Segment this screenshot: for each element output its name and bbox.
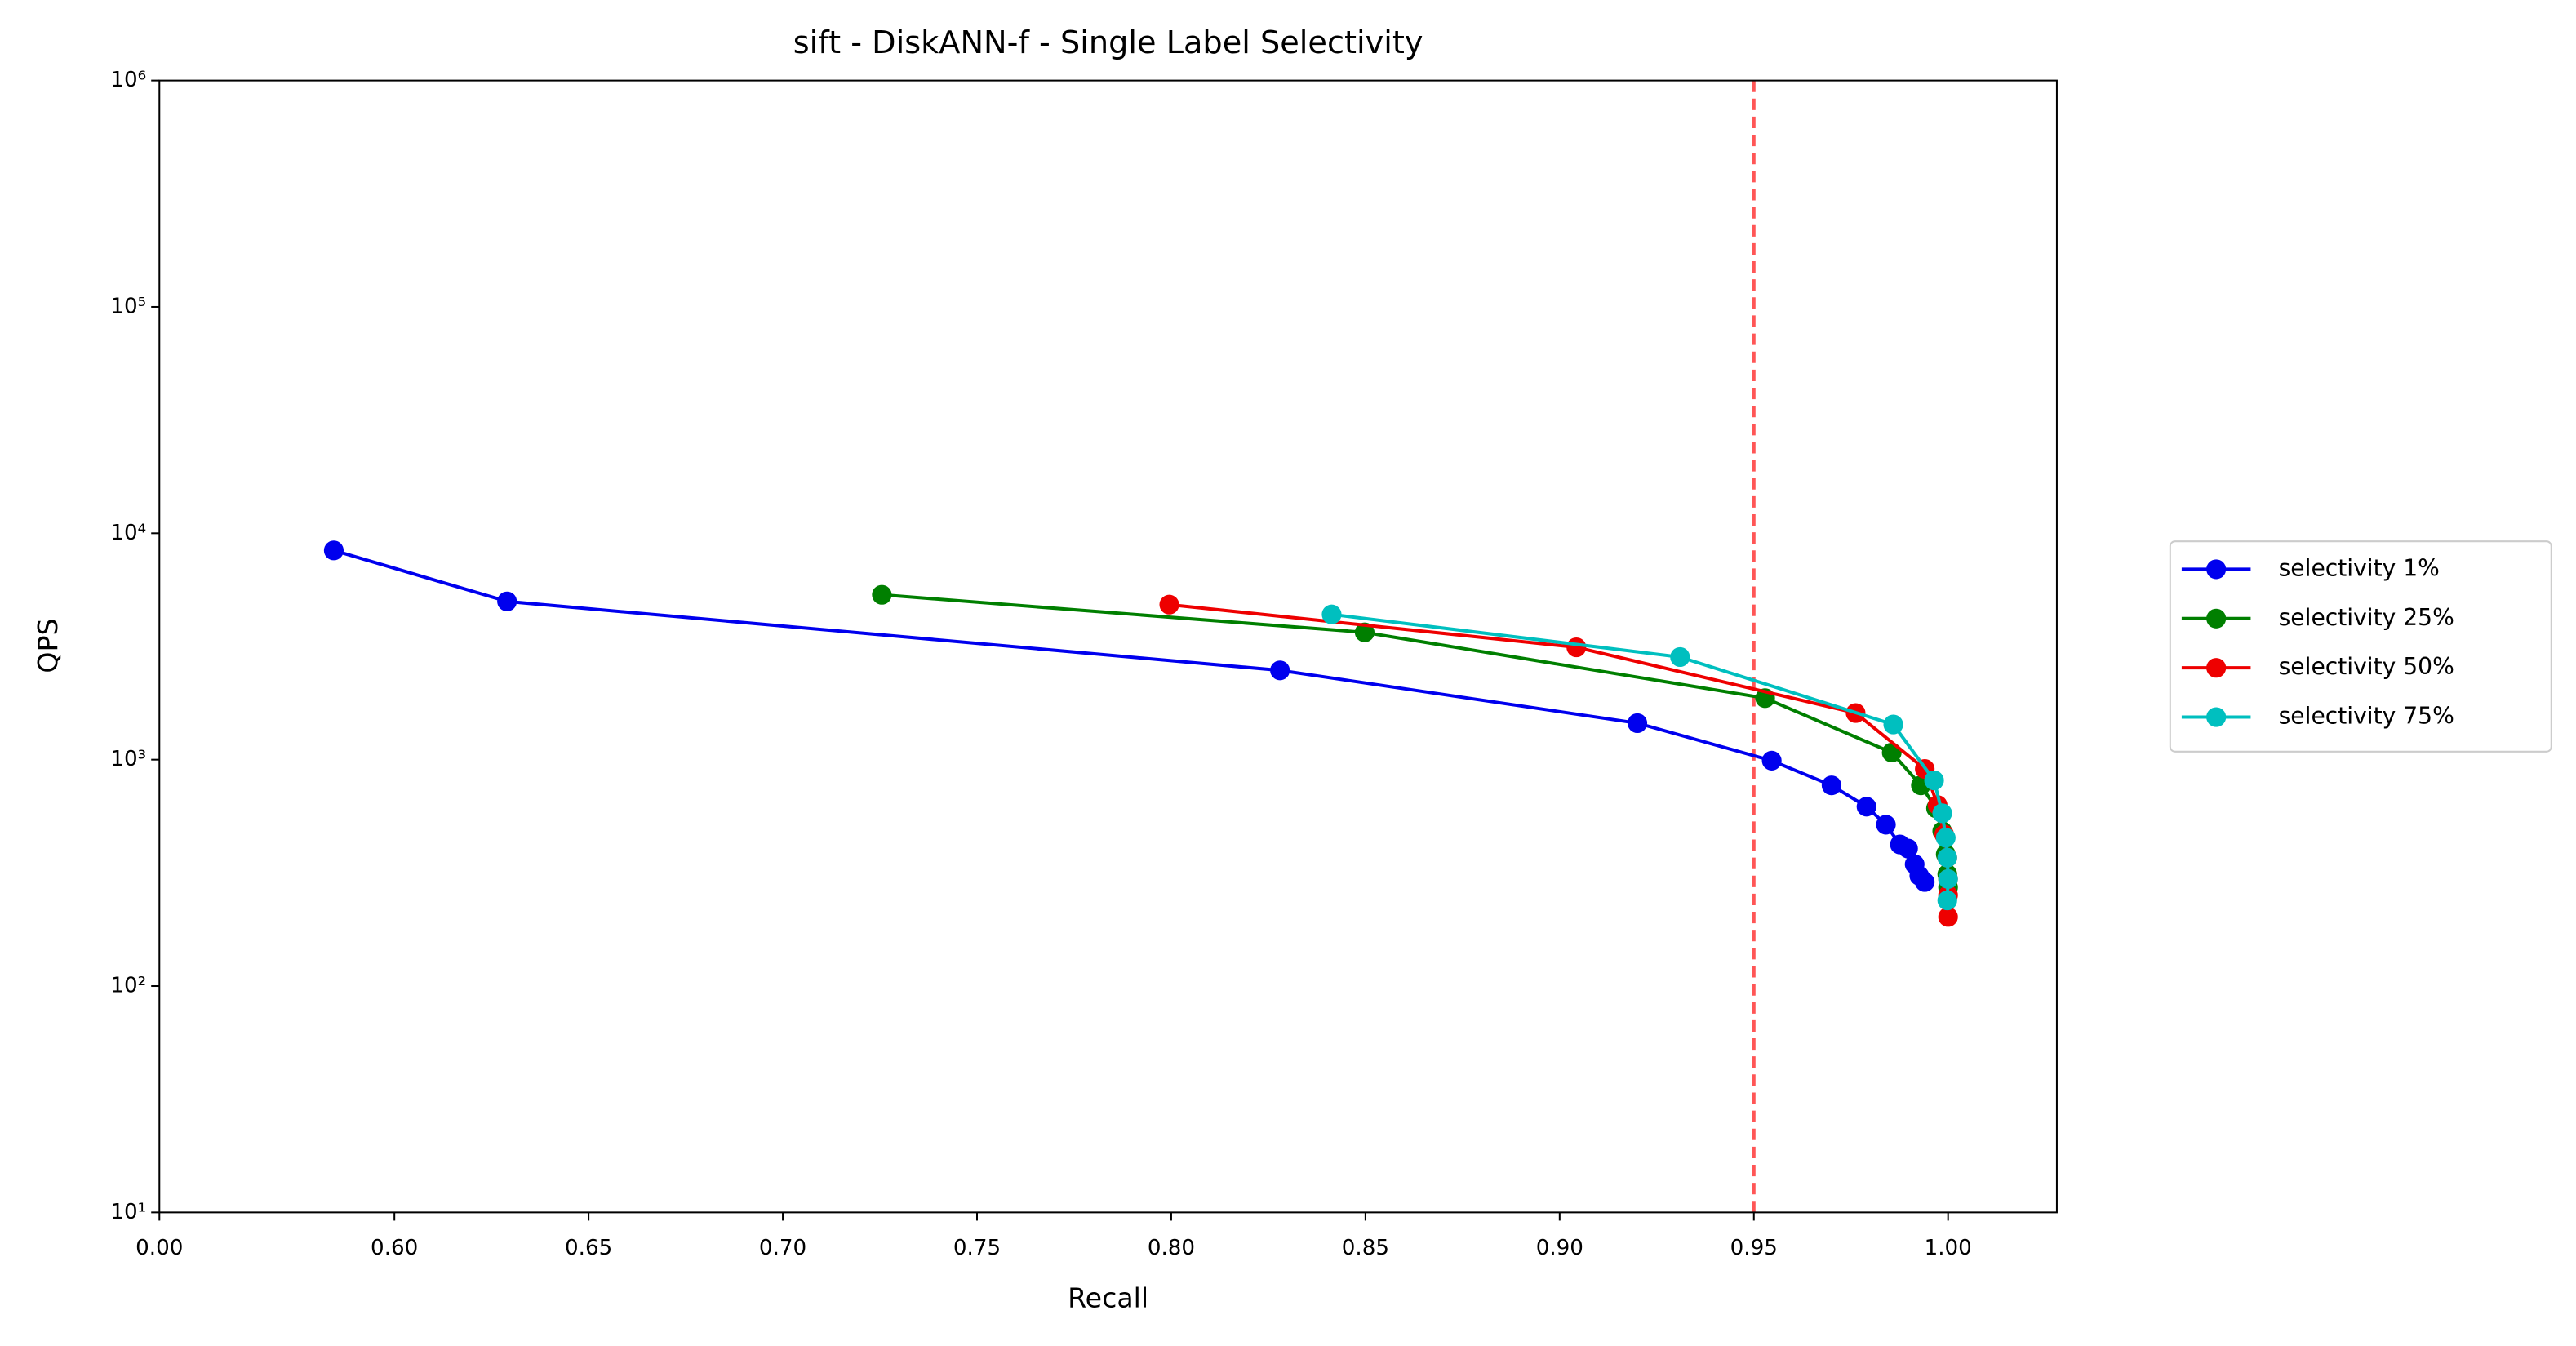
legend-box	[2169, 540, 2552, 753]
legend-label: selectivity 25%	[2279, 604, 2454, 631]
data-point	[1935, 828, 1956, 848]
y-tick-label: 10⁵	[110, 294, 146, 318]
y-tick-label: 10¹	[110, 1200, 146, 1224]
data-point	[1937, 890, 1957, 911]
data-point	[1856, 797, 1876, 817]
data-point	[1821, 775, 1842, 796]
x-tick-label: 0.75	[953, 1236, 1001, 1260]
data-point	[1566, 637, 1587, 658]
y-tick-label: 10²	[110, 974, 146, 998]
data-point	[1159, 594, 1179, 615]
x-tick-label: 0.90	[1536, 1236, 1583, 1260]
plot-frame	[158, 79, 2058, 1214]
legend-marker	[2206, 658, 2227, 678]
legend-label: selectivity 50%	[2279, 653, 2454, 680]
y-axis-label: QPS	[32, 618, 64, 673]
data-point	[1270, 660, 1290, 681]
legend-marker	[2206, 608, 2227, 629]
x-tick-label: 0.85	[1342, 1236, 1389, 1260]
x-tick-label: 1.00	[1925, 1236, 1972, 1260]
x-tick-label: 0.60	[371, 1236, 418, 1260]
legend-marker	[2206, 559, 2227, 580]
x-tick-label: 0.95	[1730, 1236, 1778, 1260]
data-point	[1876, 815, 1896, 835]
data-point	[1938, 907, 1958, 927]
data-point	[1761, 750, 1782, 771]
x-axis-label: Recall	[1068, 1282, 1148, 1314]
y-tick-label: 10⁴	[110, 521, 146, 545]
data-point	[872, 584, 892, 605]
x-tick-label: 0.70	[759, 1236, 806, 1260]
legend-marker	[2206, 707, 2227, 727]
x-tick-label: 0.65	[565, 1236, 612, 1260]
y-tick-label: 10³	[110, 747, 146, 771]
chart-title: sift - DiskANN-f - Single Label Selectiv…	[793, 25, 1423, 61]
data-point	[1881, 742, 1902, 763]
data-point	[1924, 770, 1944, 791]
data-point	[1937, 847, 1957, 868]
data-point	[1883, 714, 1903, 735]
legend-label: selectivity 75%	[2279, 703, 2454, 730]
data-point	[1915, 872, 1935, 892]
data-point	[1627, 713, 1648, 733]
x-tick-label: 0.00	[135, 1236, 183, 1260]
x-tick-label: 0.80	[1148, 1236, 1195, 1260]
data-point	[1938, 868, 1958, 889]
data-point	[1354, 622, 1375, 642]
y-tick-label: 10⁶	[110, 68, 146, 92]
data-point	[323, 540, 344, 561]
data-point	[497, 591, 517, 611]
data-point	[1932, 803, 1952, 824]
legend-label: selectivity 1%	[2279, 554, 2440, 581]
data-point	[1321, 604, 1342, 624]
data-point	[1670, 646, 1690, 668]
data-point	[1898, 838, 1918, 859]
